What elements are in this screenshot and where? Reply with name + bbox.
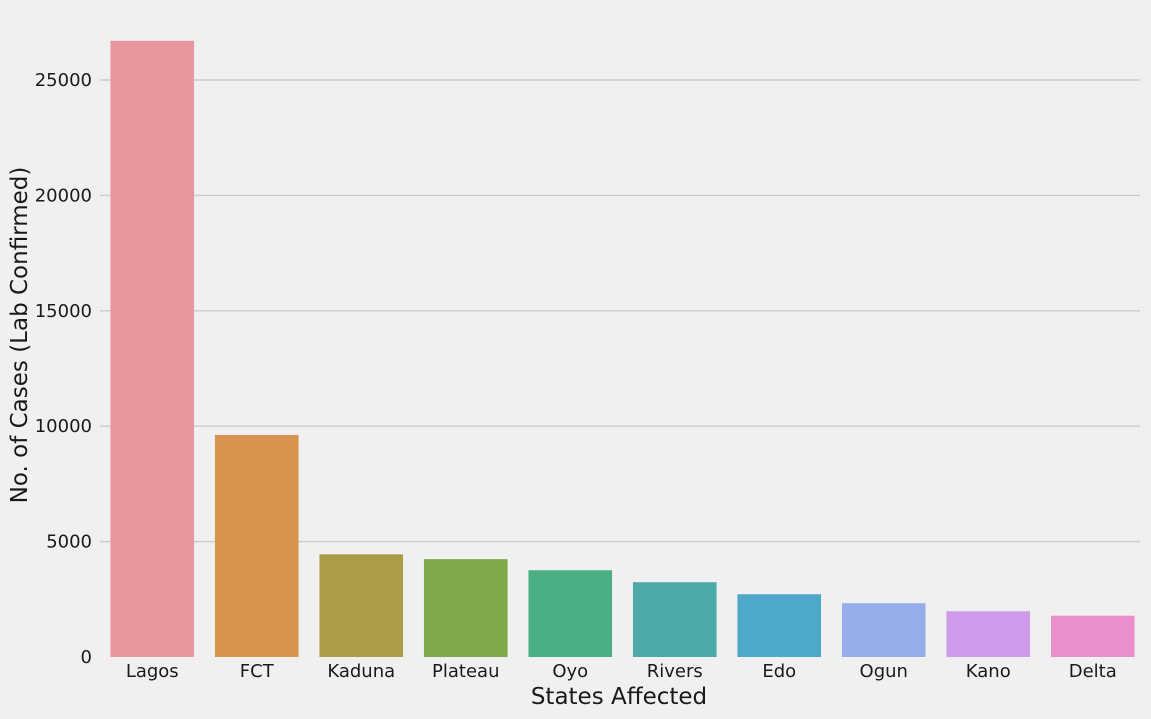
y-axis-label: No. of Cases (Lab Confirmed) xyxy=(7,167,33,504)
x-tick-label: Oyo xyxy=(552,661,588,682)
bar-rivers xyxy=(632,582,717,657)
y-tick-label: 10000 xyxy=(35,416,92,437)
bar-ogun xyxy=(841,603,926,657)
x-tick-label: Kano xyxy=(966,661,1011,682)
bar-edo xyxy=(737,594,822,657)
bar-plateau xyxy=(423,559,508,657)
x-tick-label: Kaduna xyxy=(327,661,395,682)
bar-lagos xyxy=(110,40,195,658)
bar-fct xyxy=(214,434,299,657)
bar-oyo xyxy=(528,570,613,657)
y-tick-labels: 0 5000 10000 15000 20000 25000 xyxy=(35,70,92,668)
x-tick-label: Rivers xyxy=(647,661,703,682)
bar-delta xyxy=(1050,615,1135,657)
x-tick-label: FCT xyxy=(240,661,275,682)
y-tick-label: 25000 xyxy=(35,70,92,91)
x-axis-label: States Affected xyxy=(531,684,707,710)
x-tick-label: Delta xyxy=(1069,661,1117,682)
y-tick-label: 15000 xyxy=(35,301,92,322)
y-tick-label: 5000 xyxy=(46,532,92,553)
y-tick-label: 20000 xyxy=(35,185,92,206)
grid-lines xyxy=(100,79,1140,543)
x-tick-label: Edo xyxy=(762,661,796,682)
bar-kaduna xyxy=(319,554,404,657)
x-tick-label: Plateau xyxy=(432,661,499,682)
x-tick-label: Ogun xyxy=(860,661,908,682)
x-tick-labels: Lagos FCT Kaduna Plateau Oyo Rivers Edo Ogun Kan… xyxy=(126,661,1117,682)
bars xyxy=(110,40,1135,658)
x-tick-label: Lagos xyxy=(126,661,179,682)
bar-kano xyxy=(946,611,1031,657)
y-tick-label: 0 xyxy=(81,647,92,668)
